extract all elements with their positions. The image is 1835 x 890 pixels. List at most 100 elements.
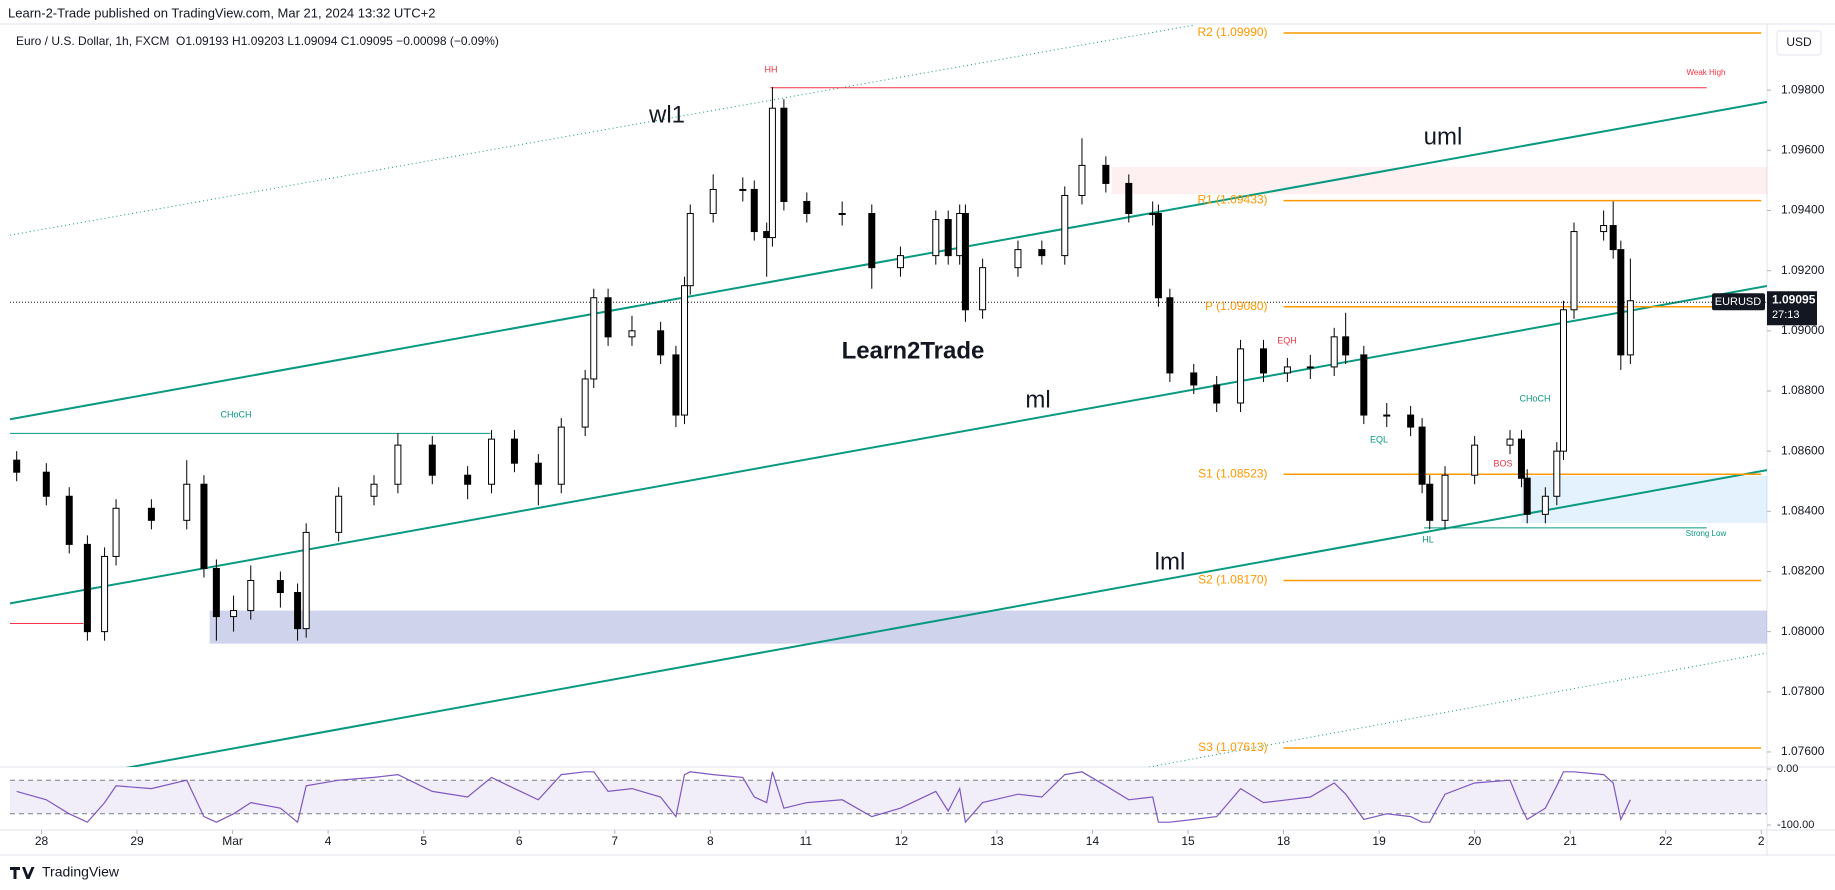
plot-area [10, 24, 1767, 767]
candle-body [838, 213, 846, 216]
candle-body [65, 495, 73, 545]
annotation: Weak High [1687, 68, 1726, 77]
candle-body [896, 255, 904, 269]
y-tick-label: 1.09000 [1781, 323, 1825, 337]
candle-body [956, 213, 964, 257]
candle-body [1342, 336, 1350, 356]
candle-body [1517, 438, 1525, 479]
candle-body [780, 107, 788, 202]
price-tag-value: 1.09095 [1772, 292, 1816, 306]
y-tick-label: 1.09600 [1781, 143, 1825, 157]
candle-body [1078, 164, 1086, 196]
candle-body [868, 213, 876, 269]
candle-body [557, 426, 565, 485]
logo-icon [10, 867, 35, 879]
currency-box[interactable] [1776, 30, 1822, 56]
candle-body [112, 507, 120, 557]
annotation: BOS [1493, 458, 1512, 468]
candle-body [672, 354, 680, 416]
candle-body [1283, 366, 1291, 374]
candle-body [488, 438, 496, 485]
candle-body [1523, 477, 1531, 515]
x-tick-label: 12 [895, 834, 909, 848]
candle-body [1259, 348, 1267, 374]
pivot-label: R1 (1.09433) [1198, 193, 1268, 207]
candle-body [1626, 300, 1634, 356]
pivot-label: S1 (1.08523) [1198, 466, 1267, 480]
annotation: CHoCH [220, 409, 251, 419]
y-tick-label: 1.09200 [1781, 263, 1825, 277]
candle-body [686, 213, 694, 287]
candle-body [709, 188, 717, 215]
y-tick-label: 1.08600 [1781, 443, 1825, 457]
currency[interactable]: USD [1786, 35, 1812, 49]
candle-body [1125, 182, 1133, 215]
trend-line [10, 24, 1194, 236]
candle-body [370, 483, 378, 497]
x-tick-label: 2 [1758, 834, 1765, 848]
candle-body [394, 444, 402, 485]
osc-line [16, 771, 1631, 824]
candle-body [1553, 450, 1561, 497]
price-tag [1767, 291, 1817, 326]
candle-body [803, 200, 811, 215]
candle-body [1600, 225, 1608, 233]
candle-body [1237, 348, 1245, 404]
x-tick-label: 14 [1086, 834, 1100, 848]
x-tick-label: 28 [35, 834, 49, 848]
annotation: HL [1422, 534, 1434, 544]
trend-label: wl1 [648, 101, 685, 128]
x-tick-label: 4 [325, 834, 332, 848]
candle-body [1506, 438, 1514, 446]
candle-body [681, 285, 689, 416]
candle-body [1471, 444, 1479, 476]
candle-body [763, 231, 771, 239]
trend-label: uml [1424, 123, 1463, 150]
candle-body [510, 438, 518, 464]
y-tick-label: 1.09800 [1781, 82, 1825, 96]
candle-body [83, 543, 91, 633]
x-tick-label: 6 [516, 834, 523, 848]
osc-tick-label: 0.00 [1777, 763, 1798, 775]
candle-body [276, 579, 284, 594]
candle-body [428, 444, 436, 476]
candle-body [1149, 213, 1157, 216]
osc-tick-label: -100.00 [1777, 819, 1814, 831]
trend-label: ml [1025, 386, 1050, 413]
annotation: HH [765, 64, 778, 74]
candle-body [1383, 414, 1391, 417]
y-tick-label: 1.07800 [1781, 684, 1825, 698]
x-tick-label: 11 [800, 834, 813, 848]
candle-body [335, 495, 343, 533]
candle-body [534, 462, 542, 485]
x-tick-label: 19 [1372, 834, 1386, 848]
y-tick-label: 1.08200 [1781, 564, 1825, 578]
x-tick-label: 18 [1277, 834, 1291, 848]
annotation: CHoCH [1519, 393, 1550, 403]
candle-body [1541, 495, 1549, 515]
candle-body [1306, 366, 1314, 369]
y-tick-label: 1.08000 [1781, 624, 1825, 638]
candle-body [590, 297, 598, 380]
x-tick-label: 21 [1564, 834, 1578, 848]
y-tick-label: 1.08800 [1781, 383, 1825, 397]
candle-body [932, 219, 940, 257]
pivot-label: S2 (1.08170) [1198, 573, 1267, 587]
ohlc-line: O1.09193 H1.09203 L1.09094 C1.09095 −0.0… [176, 34, 499, 48]
candle-body [1570, 231, 1578, 311]
candle-body [212, 567, 220, 618]
candle-body [464, 474, 472, 485]
x-tick-label: Mar [222, 834, 243, 848]
oscillator-pane [10, 771, 1767, 824]
candle-body [183, 483, 191, 521]
footer-logo: TradingView [10, 864, 120, 880]
candle-body [604, 297, 612, 338]
y-tick-label: 1.08400 [1781, 503, 1825, 517]
candle-body [581, 378, 589, 428]
annotation: Strong Low [1686, 529, 1727, 538]
annotation: EQL [1370, 434, 1388, 444]
candle-body [1061, 194, 1069, 257]
zone [1111, 166, 1767, 194]
candle-body [1154, 213, 1162, 299]
